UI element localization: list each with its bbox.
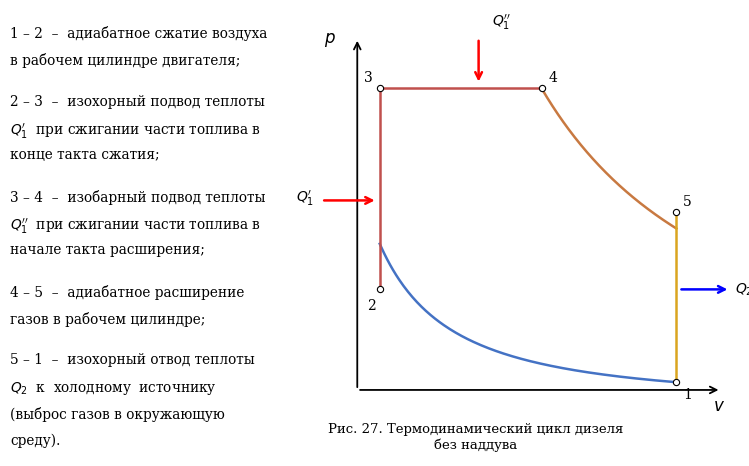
Text: 2: 2 (367, 299, 376, 313)
Text: Рис. 27. Термодинамический цикл дизеля
без наддува: Рис. 27. Термодинамический цикл дизеля б… (328, 424, 623, 452)
Text: $p$: $p$ (324, 31, 336, 49)
Text: $Q_1'$  при сжигании части топлива в: $Q_1'$ при сжигании части топлива в (10, 122, 261, 141)
Text: $Q_1''$  при сжигании части топлива в: $Q_1''$ при сжигании части топлива в (10, 217, 261, 236)
Text: 5: 5 (683, 194, 692, 209)
Text: газов в рабочем цилиндре;: газов в рабочем цилиндре; (10, 312, 205, 327)
Text: (выброс газов в окружающую: (выброс газов в окружающую (10, 406, 225, 422)
Text: $v$: $v$ (713, 398, 725, 415)
Text: в рабочем цилиндре двигателя;: в рабочем цилиндре двигателя; (10, 53, 240, 68)
Text: конце такта сжатия;: конце такта сжатия; (10, 148, 160, 162)
Text: 3 – 4  –  изобарный подвод теплоты: 3 – 4 – изобарный подвод теплоты (10, 190, 266, 205)
Text: начале такта расширения;: начале такта расширения; (10, 243, 205, 257)
Text: 3: 3 (364, 71, 373, 85)
Text: $Q_2$: $Q_2$ (735, 281, 749, 298)
Text: 5 – 1  –  изохорный отвод теплоты: 5 – 1 – изохорный отвод теплоты (10, 353, 255, 367)
Text: 4 – 5  –  адиабатное расширение: 4 – 5 – адиабатное расширение (10, 285, 244, 300)
Text: $Q_1''$: $Q_1''$ (492, 13, 511, 32)
Text: $Q_1'$: $Q_1'$ (297, 189, 315, 208)
Text: среду).: среду). (10, 433, 61, 447)
Text: 1 – 2  –  адиабатное сжатие воздуха: 1 – 2 – адиабатное сжатие воздуха (10, 27, 267, 41)
Text: 2 – 3  –  изохорный подвод теплоты: 2 – 3 – изохорный подвод теплоты (10, 95, 265, 109)
Text: 1: 1 (683, 388, 692, 402)
Text: $Q_2$  к  холодному  источнику: $Q_2$ к холодному источнику (10, 380, 217, 397)
Text: 4: 4 (548, 71, 557, 85)
